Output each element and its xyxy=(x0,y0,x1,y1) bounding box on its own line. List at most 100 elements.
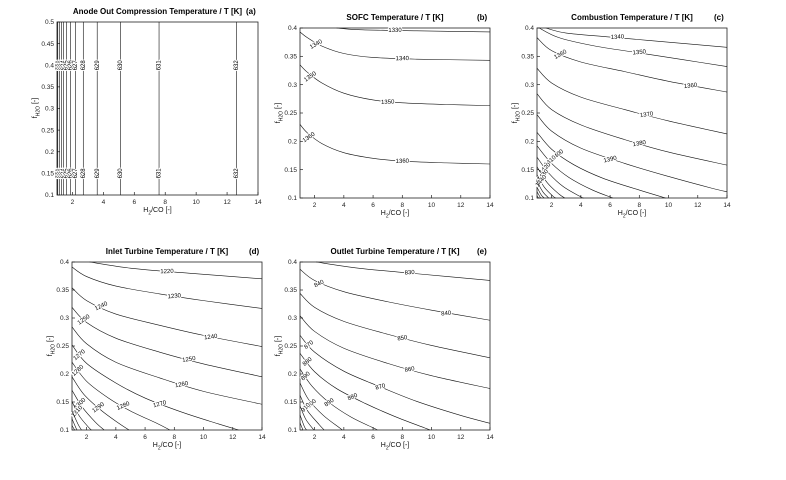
y-tick-label: 0.15 xyxy=(521,167,534,174)
contour-line-1400 xyxy=(536,132,666,199)
contour-line-840 xyxy=(299,269,491,321)
y-axis-label-e: fH2O [-] xyxy=(275,311,287,381)
contour-label-1360: 1360 xyxy=(396,159,410,165)
contour-label-621: 621 xyxy=(55,60,61,71)
x-tick-label: 10 xyxy=(428,202,436,209)
xlabel-units: /CO [-] xyxy=(388,210,410,217)
plot-letter-e: (e) xyxy=(477,247,487,256)
x-axis-label-a: H2/CO [-] xyxy=(57,207,258,219)
contour-line-920 xyxy=(299,405,315,431)
contour-line-900 xyxy=(299,382,343,431)
contour-line-1320 xyxy=(71,410,82,431)
x-tick-label: 8 xyxy=(637,202,641,209)
contour-line-1330 xyxy=(71,418,78,431)
ylabel-text: f xyxy=(275,121,282,124)
y-tick-label: 0.45 xyxy=(41,41,54,48)
x-tick-label: 2 xyxy=(71,199,75,206)
contour-plot-b: 2 4 6 8 10 12 14 0.1 0.15 0.2 0.25 0.3 0.35 0.4 1330 13… xyxy=(284,25,494,209)
y-axis-label-c: fH2O [-] xyxy=(512,78,524,148)
contour-line-1260 xyxy=(71,326,263,405)
y-tick-label: 0.1 xyxy=(45,192,54,199)
y-tick-label: 0.2 xyxy=(288,371,297,378)
contour-label-628: 628 xyxy=(81,60,87,71)
xlabel-text: H xyxy=(143,207,149,214)
y-tick-label: 0.1 xyxy=(288,195,297,202)
contour-plot-c: 2 4 6 8 10 12 14 0.1 0.15 0.2 0.25 0.3 0.35 0.4 1340 13… xyxy=(521,25,731,209)
contour-label-624: 624 xyxy=(61,168,67,179)
x-tick-label: 12 xyxy=(457,434,465,441)
xlabel-sub: 2 xyxy=(157,445,161,452)
contour-label-1220: 1220 xyxy=(160,269,174,275)
x-tick-label: 6 xyxy=(143,434,147,441)
x-tick-label: 8 xyxy=(172,434,176,441)
y-tick-label: 0.15 xyxy=(41,171,54,178)
contour-line-910 xyxy=(299,395,325,431)
xlabel-sub: 2 xyxy=(148,210,152,217)
x-tick-label: 12 xyxy=(229,434,237,441)
contour-label-1360: 1360 xyxy=(553,49,568,61)
contour-label-1250: 1250 xyxy=(182,356,197,364)
contour-line-1380 xyxy=(536,93,728,166)
y-axis-label-d: fH2O [-] xyxy=(47,311,59,381)
contour-label-880: 880 xyxy=(347,393,359,403)
ylabel-sub: H2O xyxy=(50,343,57,355)
contour-label-632: 632 xyxy=(234,60,240,71)
x-tick-label: 14 xyxy=(254,199,262,206)
x-tick-label: 4 xyxy=(342,202,346,209)
x-tick-label: 14 xyxy=(486,202,494,209)
contour-line-1330 xyxy=(336,27,491,33)
x-tick-label: 14 xyxy=(258,434,266,441)
contour-line-1310 xyxy=(71,401,92,431)
y-tick-label: 0.35 xyxy=(41,84,54,91)
y-tick-label: 0.2 xyxy=(288,139,297,146)
contour-line-1340 xyxy=(71,425,75,431)
x-axis-label-c: H2/CO [-] xyxy=(537,210,727,222)
contour-line-850 xyxy=(299,293,491,359)
y-tick-label: 0.1 xyxy=(525,195,534,202)
x-axis-label-d: H2/CO [-] xyxy=(72,442,262,454)
y-tick-label: 0.15 xyxy=(284,167,297,174)
x-tick-label: 14 xyxy=(486,434,494,441)
contour-label-621: 621 xyxy=(55,168,61,179)
contour-label-626: 626 xyxy=(68,60,74,71)
ylabel-units: [-] xyxy=(512,102,519,111)
y-tick-label: 0.25 xyxy=(284,343,297,350)
ylabel-text: f xyxy=(512,121,519,124)
x-tick-label: 6 xyxy=(371,202,375,209)
contour-label-622: 622 xyxy=(57,168,63,179)
contour-label-622: 622 xyxy=(57,60,63,71)
contour-line-940 xyxy=(299,422,304,431)
y-tick-label: 0.3 xyxy=(525,82,534,89)
x-tick-label: 4 xyxy=(102,199,106,206)
contour-line-1410 xyxy=(536,145,614,199)
contour-line-1350 xyxy=(539,27,728,67)
plot-title-c: Combustion Temperature / T [K] xyxy=(571,13,693,22)
contour-label-1340: 1340 xyxy=(396,56,410,62)
y-tick-label: 0.2 xyxy=(60,371,69,378)
contour-plot-d: 2 4 6 8 10 12 14 0.1 0.15 0.2 0.25 0.3 0.35 0.4 1220 12… xyxy=(56,259,266,441)
contour-line-930 xyxy=(299,414,307,431)
contour-line-1220 xyxy=(89,261,263,280)
contour-line-1270 xyxy=(71,344,239,431)
contour-label-1240: 1240 xyxy=(204,334,219,342)
contour-plot-a: 2 4 6 8 10 12 14 0.1 0.15 0.2 0.25 0.3 0.35 0.4 0.45 0.… xyxy=(41,19,262,206)
ylabel-units: [-] xyxy=(32,97,39,106)
plot-title-b: SOFC Temperature / T [K] xyxy=(346,13,444,22)
contour-label-840: 840 xyxy=(441,310,452,317)
contour-label-1380: 1380 xyxy=(632,140,647,149)
contour-label-629: 629 xyxy=(95,168,101,179)
x-tick-label: 12 xyxy=(694,202,702,209)
xlabel-text: H xyxy=(380,442,386,449)
plot-letter-c: (c) xyxy=(714,13,724,22)
y-tick-label: 0.5 xyxy=(45,19,54,26)
contour-line-1360 xyxy=(536,37,728,93)
xlabel-units: /CO [-] xyxy=(160,442,182,449)
y-tick-label: 0.35 xyxy=(521,54,534,61)
y-tick-label: 0.25 xyxy=(521,110,534,117)
contour-plot-e: 2 4 6 8 10 12 14 0.1 0.15 0.2 0.25 0.3 0.35 0.4 830 840… xyxy=(284,259,494,441)
y-tick-label: 0.2 xyxy=(45,149,54,156)
contour-label-630: 630 xyxy=(118,168,124,179)
contour-line-1340 xyxy=(299,31,491,61)
contour-line-830 xyxy=(316,261,491,281)
